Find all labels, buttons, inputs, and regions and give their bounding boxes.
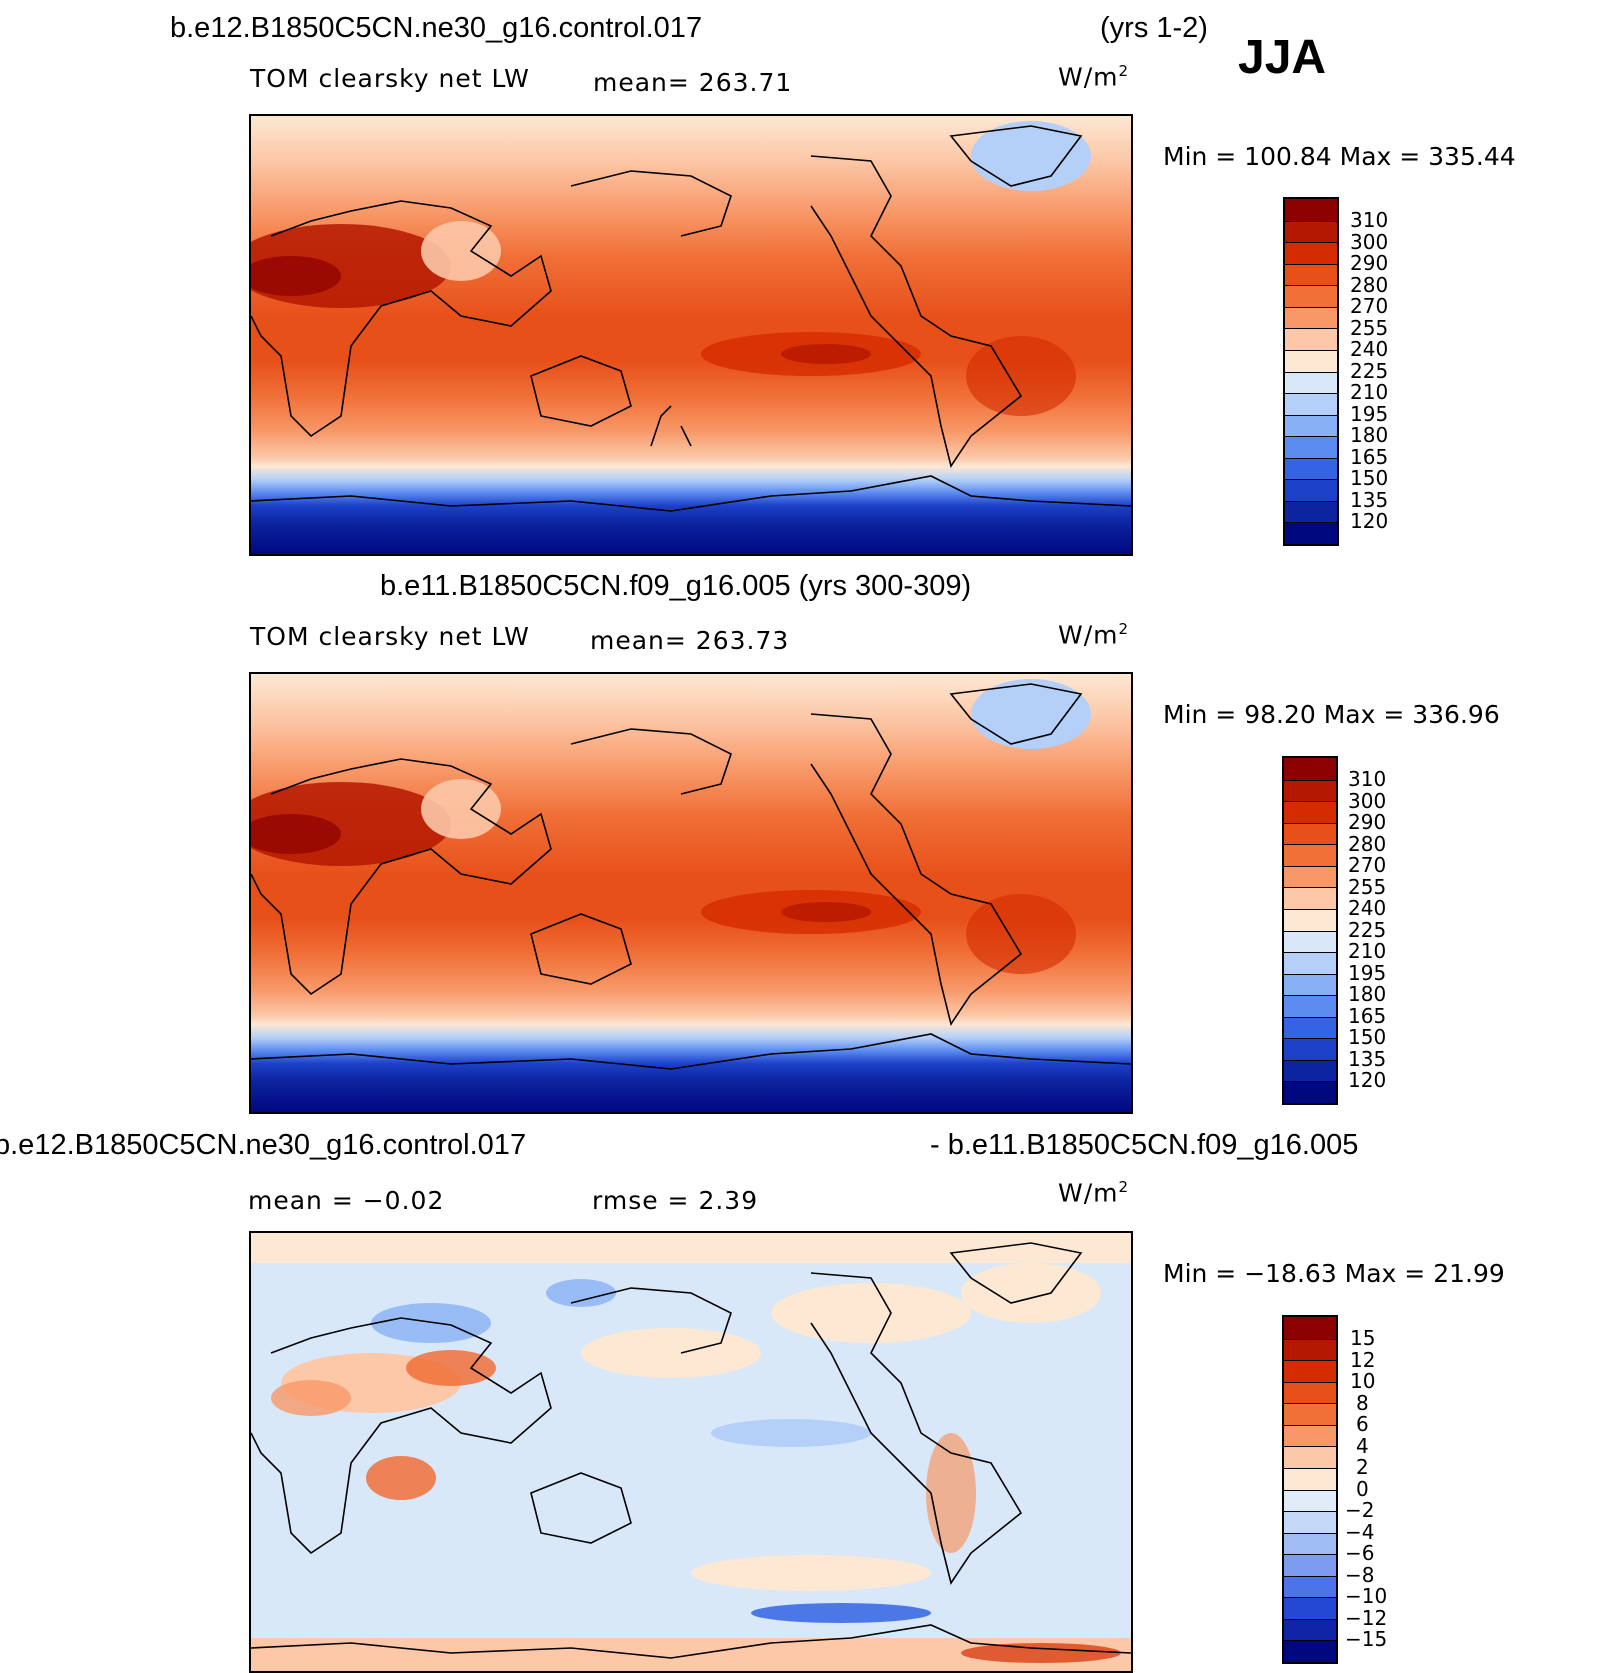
cbar1-tick: 270	[1350, 294, 1389, 318]
cbar3-tick: 8	[1356, 1391, 1369, 1415]
panel1-units: W/m2	[1058, 62, 1130, 92]
panel3-title-right: - b.e11.B1850C5CN.f09_g16.005	[930, 1129, 1359, 1161]
cbar3-tick: −2	[1345, 1498, 1375, 1522]
panel2-minmax: Min = 98.20 Max = 336.96	[1163, 700, 1500, 729]
cbar3-tick: 6	[1356, 1412, 1369, 1436]
cbar3-tick: 0	[1356, 1477, 1369, 1501]
panel2-units: W/m2	[1058, 620, 1130, 650]
cbar1-tick: 240	[1350, 337, 1389, 361]
panel1-title: b.e12.B1850C5CN.ne30_g16.control.017	[170, 12, 703, 44]
cbar2-tick: 300	[1348, 789, 1387, 813]
cbar3-tick: −8	[1345, 1563, 1375, 1587]
cbar1-tick: 225	[1350, 359, 1389, 383]
panel1-colorbar	[1283, 197, 1339, 546]
cbar2-tick: 280	[1348, 832, 1387, 856]
cbar3-tick: 4	[1356, 1434, 1369, 1458]
panel2-map	[249, 672, 1133, 1114]
panel3-minmax: Min = −18.63 Max = 21.99	[1163, 1259, 1505, 1288]
cbar2-tick: 210	[1348, 939, 1387, 963]
panel3-units: W/m2	[1058, 1178, 1130, 1208]
cbar2-tick: 255	[1348, 875, 1387, 899]
cbar2-tick: 120	[1348, 1068, 1387, 1092]
cbar2-tick: 270	[1348, 853, 1387, 877]
cbar2-tick: 240	[1348, 896, 1387, 920]
panel2-variable: TOM clearsky net LW	[250, 622, 530, 651]
cbar1-tick: 290	[1350, 251, 1389, 275]
panel3-title-left: b.e12.B1850C5CN.ne30_g16.control.017	[0, 1129, 527, 1161]
cbar1-tick: 310	[1350, 208, 1389, 232]
panel3-rmse: rmse = 2.39	[592, 1186, 759, 1215]
cbar3-tick: 15	[1350, 1326, 1376, 1350]
cbar2-tick: 310	[1348, 767, 1387, 791]
cbar2-tick: 150	[1348, 1025, 1387, 1049]
panel3-map	[249, 1231, 1133, 1673]
panel2-colorbar	[1282, 756, 1338, 1105]
cbar3-tick: −10	[1345, 1584, 1388, 1608]
cbar2-tick: 225	[1348, 918, 1387, 942]
panel3-map-field	[251, 1233, 1131, 1671]
cbar1-tick: 255	[1350, 316, 1389, 340]
panel3-colorbar	[1282, 1315, 1338, 1664]
cbar1-tick: 165	[1350, 445, 1389, 469]
cbar1-tick: 300	[1350, 230, 1389, 254]
panel1-map	[249, 114, 1133, 556]
cbar2-tick: 180	[1348, 982, 1387, 1006]
cbar1-tick: 280	[1350, 273, 1389, 297]
cbar3-tick: −6	[1345, 1541, 1375, 1565]
cbar1-tick: 180	[1350, 423, 1389, 447]
panel2-map-field	[251, 674, 1131, 1112]
panel1-map-field	[251, 116, 1131, 554]
season-label: JJA	[1238, 31, 1327, 84]
panel3-mean: mean = −0.02	[248, 1186, 445, 1215]
cbar3-tick: −12	[1345, 1606, 1388, 1630]
cbar1-tick: 210	[1350, 380, 1389, 404]
cbar3-tick: 10	[1350, 1369, 1376, 1393]
cbar3-tick: −4	[1345, 1520, 1375, 1544]
cbar3-tick: −15	[1345, 1627, 1388, 1651]
panel1-minmax: Min = 100.84 Max = 335.44	[1163, 142, 1516, 171]
panel1-mean: mean= 263.71	[593, 68, 793, 97]
panel1-variable: TOM clearsky net LW	[250, 64, 530, 93]
cbar2-tick: 290	[1348, 810, 1387, 834]
cbar1-tick: 195	[1350, 402, 1389, 426]
cbar2-tick: 195	[1348, 961, 1387, 985]
cbar3-tick: 2	[1356, 1455, 1369, 1479]
cbar2-tick: 135	[1348, 1047, 1387, 1071]
panel1-years: (yrs 1-2)	[1100, 12, 1208, 44]
cbar1-tick: 150	[1350, 466, 1389, 490]
panel2-mean: mean= 263.73	[590, 626, 790, 655]
cbar3-tick: 12	[1350, 1348, 1376, 1372]
panel2-title: b.e11.B1850C5CN.f09_g16.005 (yrs 300-309…	[380, 570, 972, 602]
cbar2-tick: 165	[1348, 1004, 1387, 1028]
cbar1-tick: 120	[1350, 509, 1389, 533]
cbar1-tick: 135	[1350, 488, 1389, 512]
